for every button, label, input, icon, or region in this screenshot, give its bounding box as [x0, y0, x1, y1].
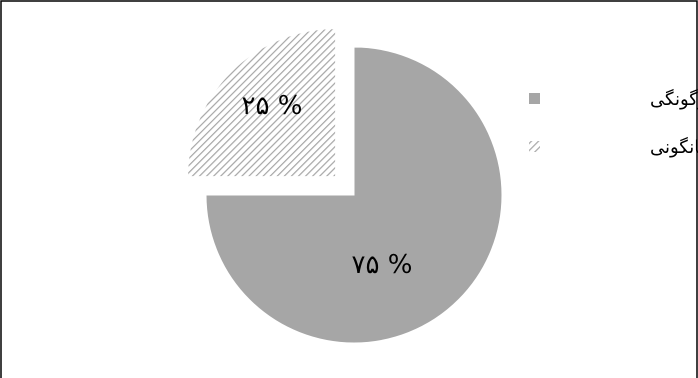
- pie-slices: [187, 28, 503, 344]
- pie-slice-1: [187, 28, 337, 178]
- legend: دگرگونگی همانگونی: [529, 88, 698, 158]
- pie-slice-0: [205, 46, 503, 344]
- legend-item-1: همانگونی: [529, 136, 698, 158]
- legend-swatch-solid: [529, 93, 540, 104]
- legend-label-1: همانگونی: [650, 136, 698, 158]
- slice-label-1: % ۲۵: [242, 91, 303, 121]
- legend-label-0: دگرگونگی: [650, 88, 698, 110]
- legend-swatch-hatched: [529, 141, 540, 152]
- slice-label-0: % ۷۵: [352, 250, 413, 280]
- pie-labels: % ۷۵ % ۲۵: [242, 91, 413, 280]
- legend-item-0: دگرگونگی: [529, 88, 698, 110]
